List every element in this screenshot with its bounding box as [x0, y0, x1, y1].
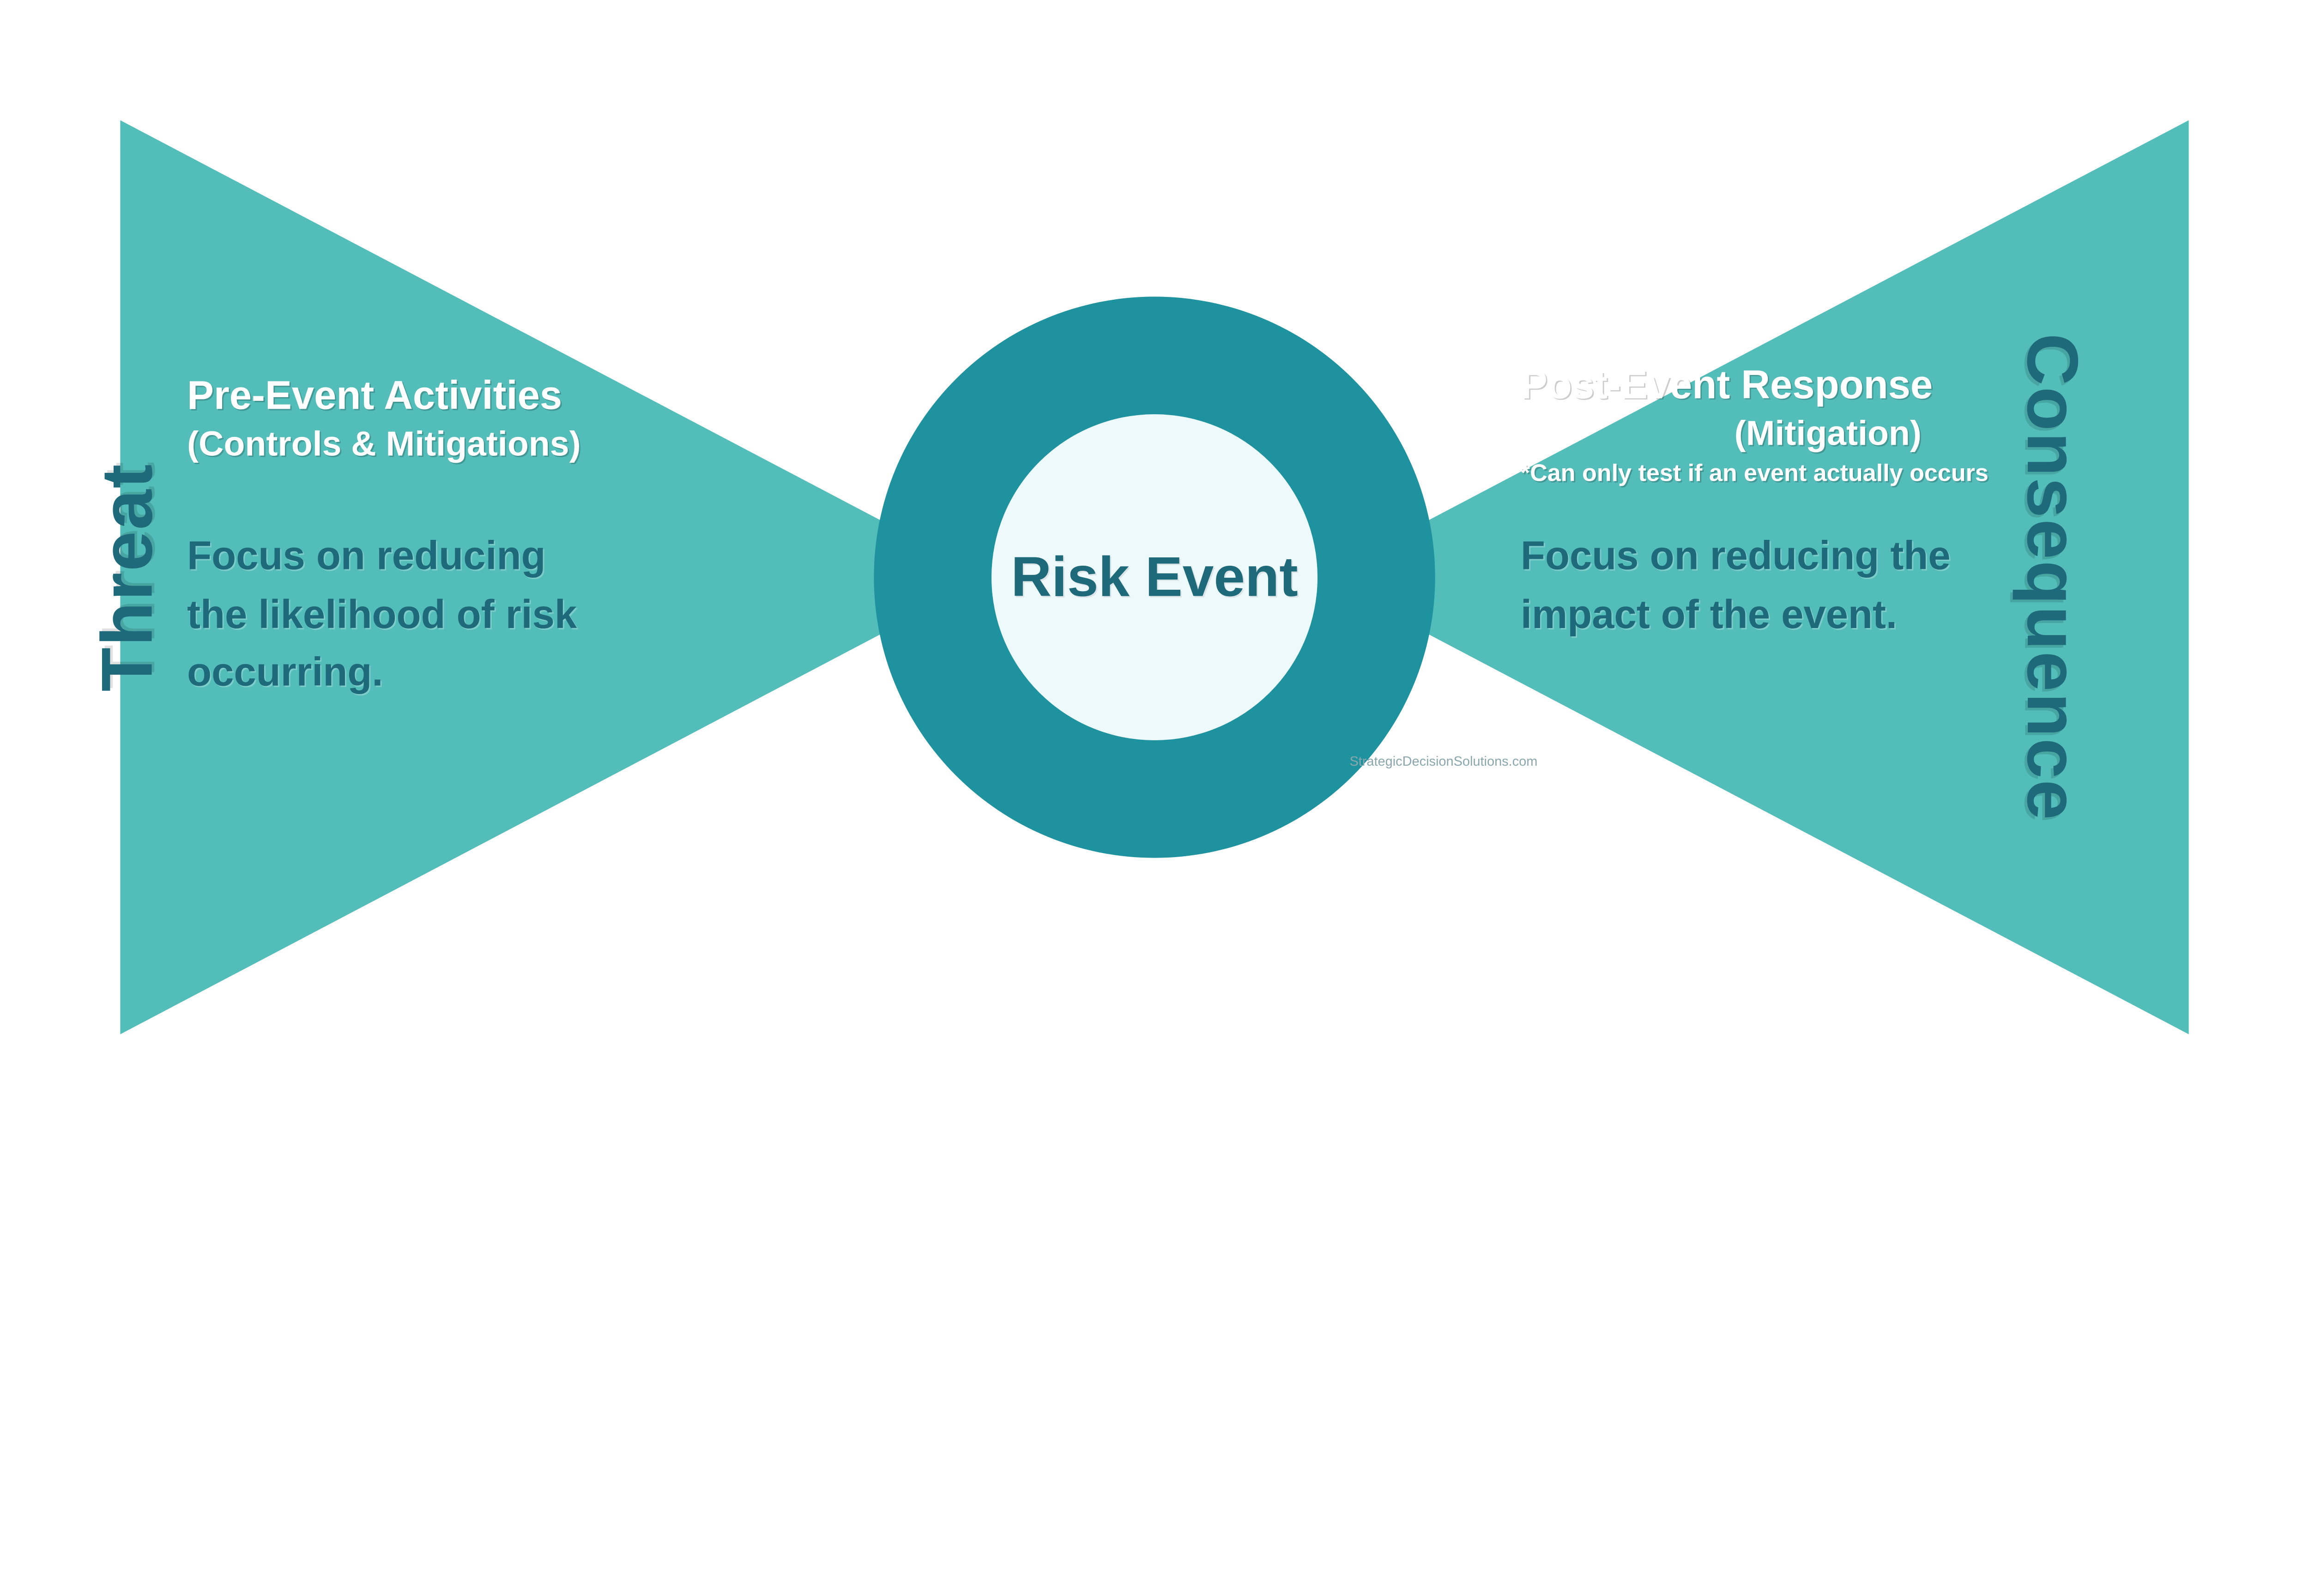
center-label: Risk Event	[1011, 545, 1298, 610]
right-subtitle: (Mitigation)	[1521, 411, 2135, 457]
right-title: Post-Event Response	[1521, 361, 2135, 411]
left-title: Pre-Event Activities	[187, 371, 562, 422]
right-note: *Can only test if an event actually occu…	[1521, 459, 2135, 488]
left-body: Focus on reducing the likelihood of risk…	[187, 528, 615, 702]
bowtie-diagram: Threat Consequence Pre-Event Activities …	[0, 0, 2309, 1155]
threat-label: Threat	[86, 463, 169, 692]
left-subtitle: (Controls & Mitigations)	[187, 422, 581, 467]
watermark: StrategicDecisionSolutions.com	[1349, 755, 1537, 770]
right-body: Focus on reducing the impact of the even…	[1521, 528, 2002, 644]
